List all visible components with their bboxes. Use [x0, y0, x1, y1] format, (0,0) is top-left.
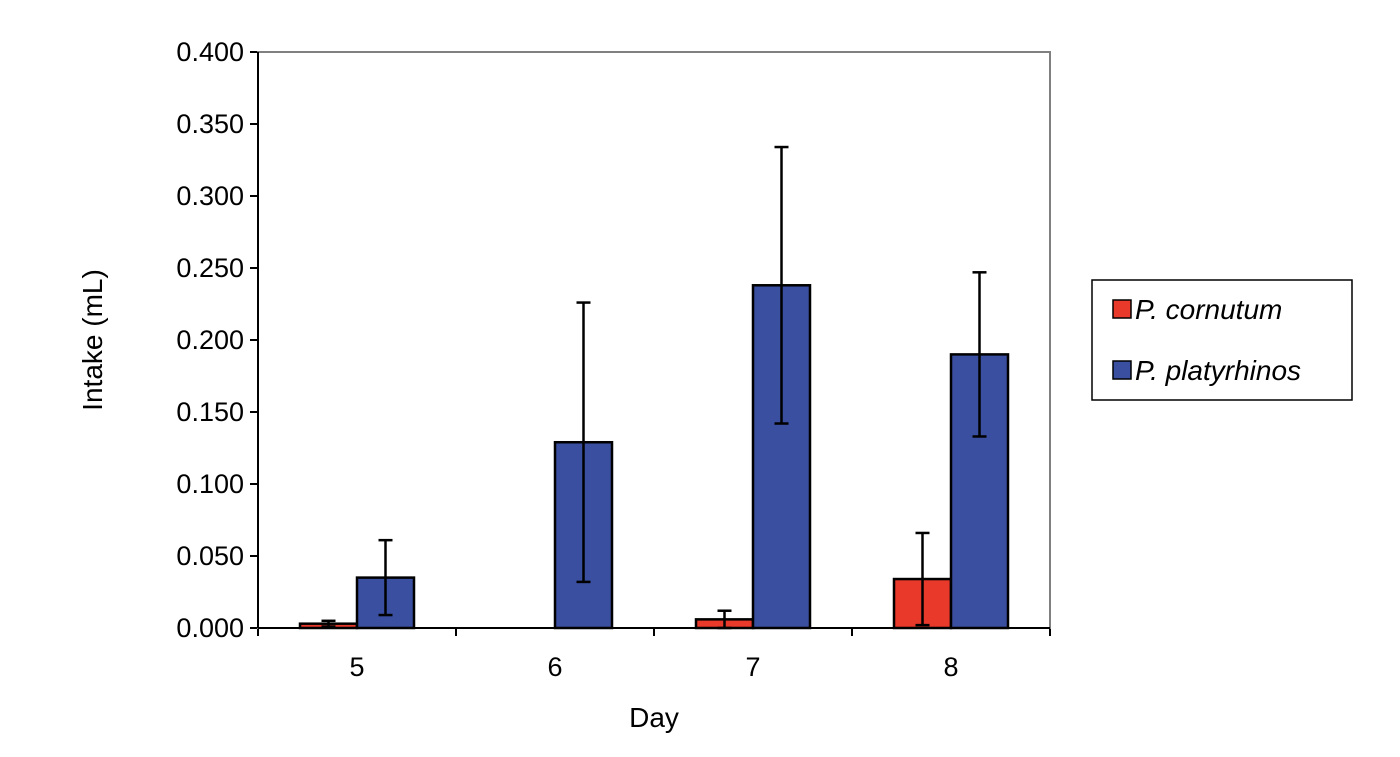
- y-axis-ticks: [250, 51, 258, 629]
- legend: P. cornutum P. platyrhinos: [1091, 279, 1353, 401]
- y-tick-label: 0.400: [176, 37, 244, 67]
- x-tick-label: 6: [547, 652, 562, 682]
- legend-box: [1091, 279, 1353, 401]
- y-tick-label: 0.250: [176, 253, 244, 283]
- x-tick-label: 7: [745, 652, 760, 682]
- bars: [298, 284, 1010, 630]
- x-tick-label: 5: [349, 652, 364, 682]
- x-axis-title: Day: [629, 702, 679, 733]
- y-tick-label: 0.300: [176, 181, 244, 211]
- y-axis-title: Intake (mL): [77, 269, 108, 411]
- x-tick-label: 8: [943, 652, 958, 682]
- y-axis-tick-labels: 0.000 0.050 0.100 0.150 0.200 0.250 0.300 0.350…: [176, 37, 244, 643]
- y-tick-label: 0.050: [176, 541, 244, 571]
- error-bars: [321, 145, 987, 630]
- plot-frame: [257, 51, 1051, 629]
- y-tick-label: 0.150: [176, 397, 244, 427]
- y-tick-label: 0.350: [176, 109, 244, 139]
- x-axis-ticks: [257, 628, 1051, 636]
- legend-label-p-platyrhinos: P. platyrhinos: [1135, 355, 1301, 386]
- y-tick-label: 0.100: [176, 469, 244, 499]
- legend-label-p-cornutum: P. cornutum: [1135, 294, 1282, 325]
- legend-swatch-p-cornutum: [1112, 299, 1132, 319]
- y-tick-label: 0.000: [176, 613, 244, 643]
- legend-swatch-p-platyrhinos: [1112, 360, 1132, 380]
- y-tick-label: 0.200: [176, 325, 244, 355]
- x-axis-tick-labels: 5 6 7 8: [349, 652, 958, 682]
